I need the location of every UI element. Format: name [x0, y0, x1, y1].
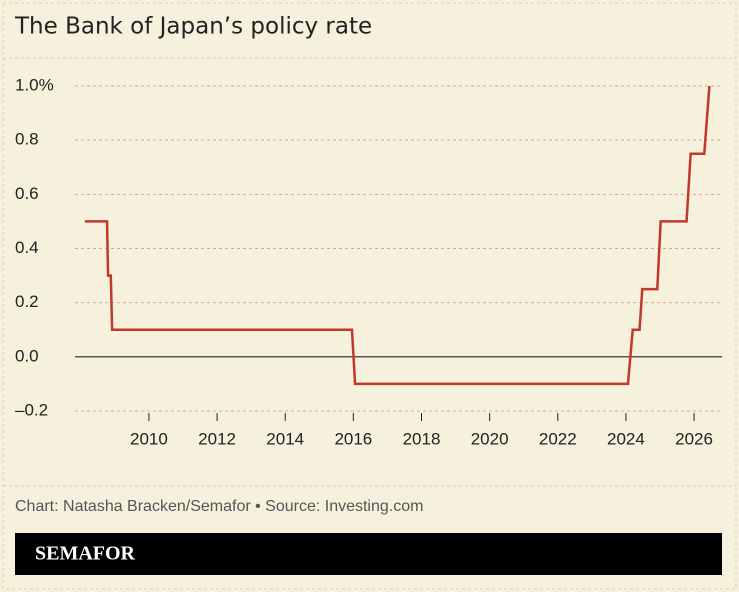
y-tick-label: –0.2	[15, 400, 48, 419]
x-tick-label: 2016	[334, 429, 372, 448]
x-tick-label: 2012	[198, 429, 236, 448]
x-tick-label: 2010	[130, 429, 168, 448]
source: Chart: Natasha Bracken/Semafor • Source:…	[15, 498, 423, 515]
y-tick-label: 0.0	[15, 346, 39, 365]
x-tick-label: 2018	[403, 429, 441, 448]
y-tick-label: 0.8	[15, 130, 39, 149]
y-tick-label: 1.0%	[15, 75, 54, 94]
x-tick-label: 2024	[607, 429, 645, 448]
series-line	[84, 85, 711, 386]
y-tick-label: 0.4	[15, 238, 39, 257]
plot: –0.2 0.0 0.2 0.4 0.6 0.8 1.0% 2010 2012 2014 2016 2…	[15, 75, 722, 448]
x-tick-label: 2020	[471, 429, 509, 448]
y-tick-label: 0.6	[15, 184, 39, 203]
x-tick-label: 2014	[266, 429, 304, 448]
chart-title: The Bank of Japan’s policy rate	[14, 14, 372, 40]
x-tick-label: 2026	[675, 429, 713, 448]
y-tick-label: 0.2	[15, 292, 39, 311]
x-tick-label: 2022	[539, 429, 577, 448]
brand: SEMAFOR	[35, 543, 136, 565]
brand-bar	[15, 533, 722, 575]
